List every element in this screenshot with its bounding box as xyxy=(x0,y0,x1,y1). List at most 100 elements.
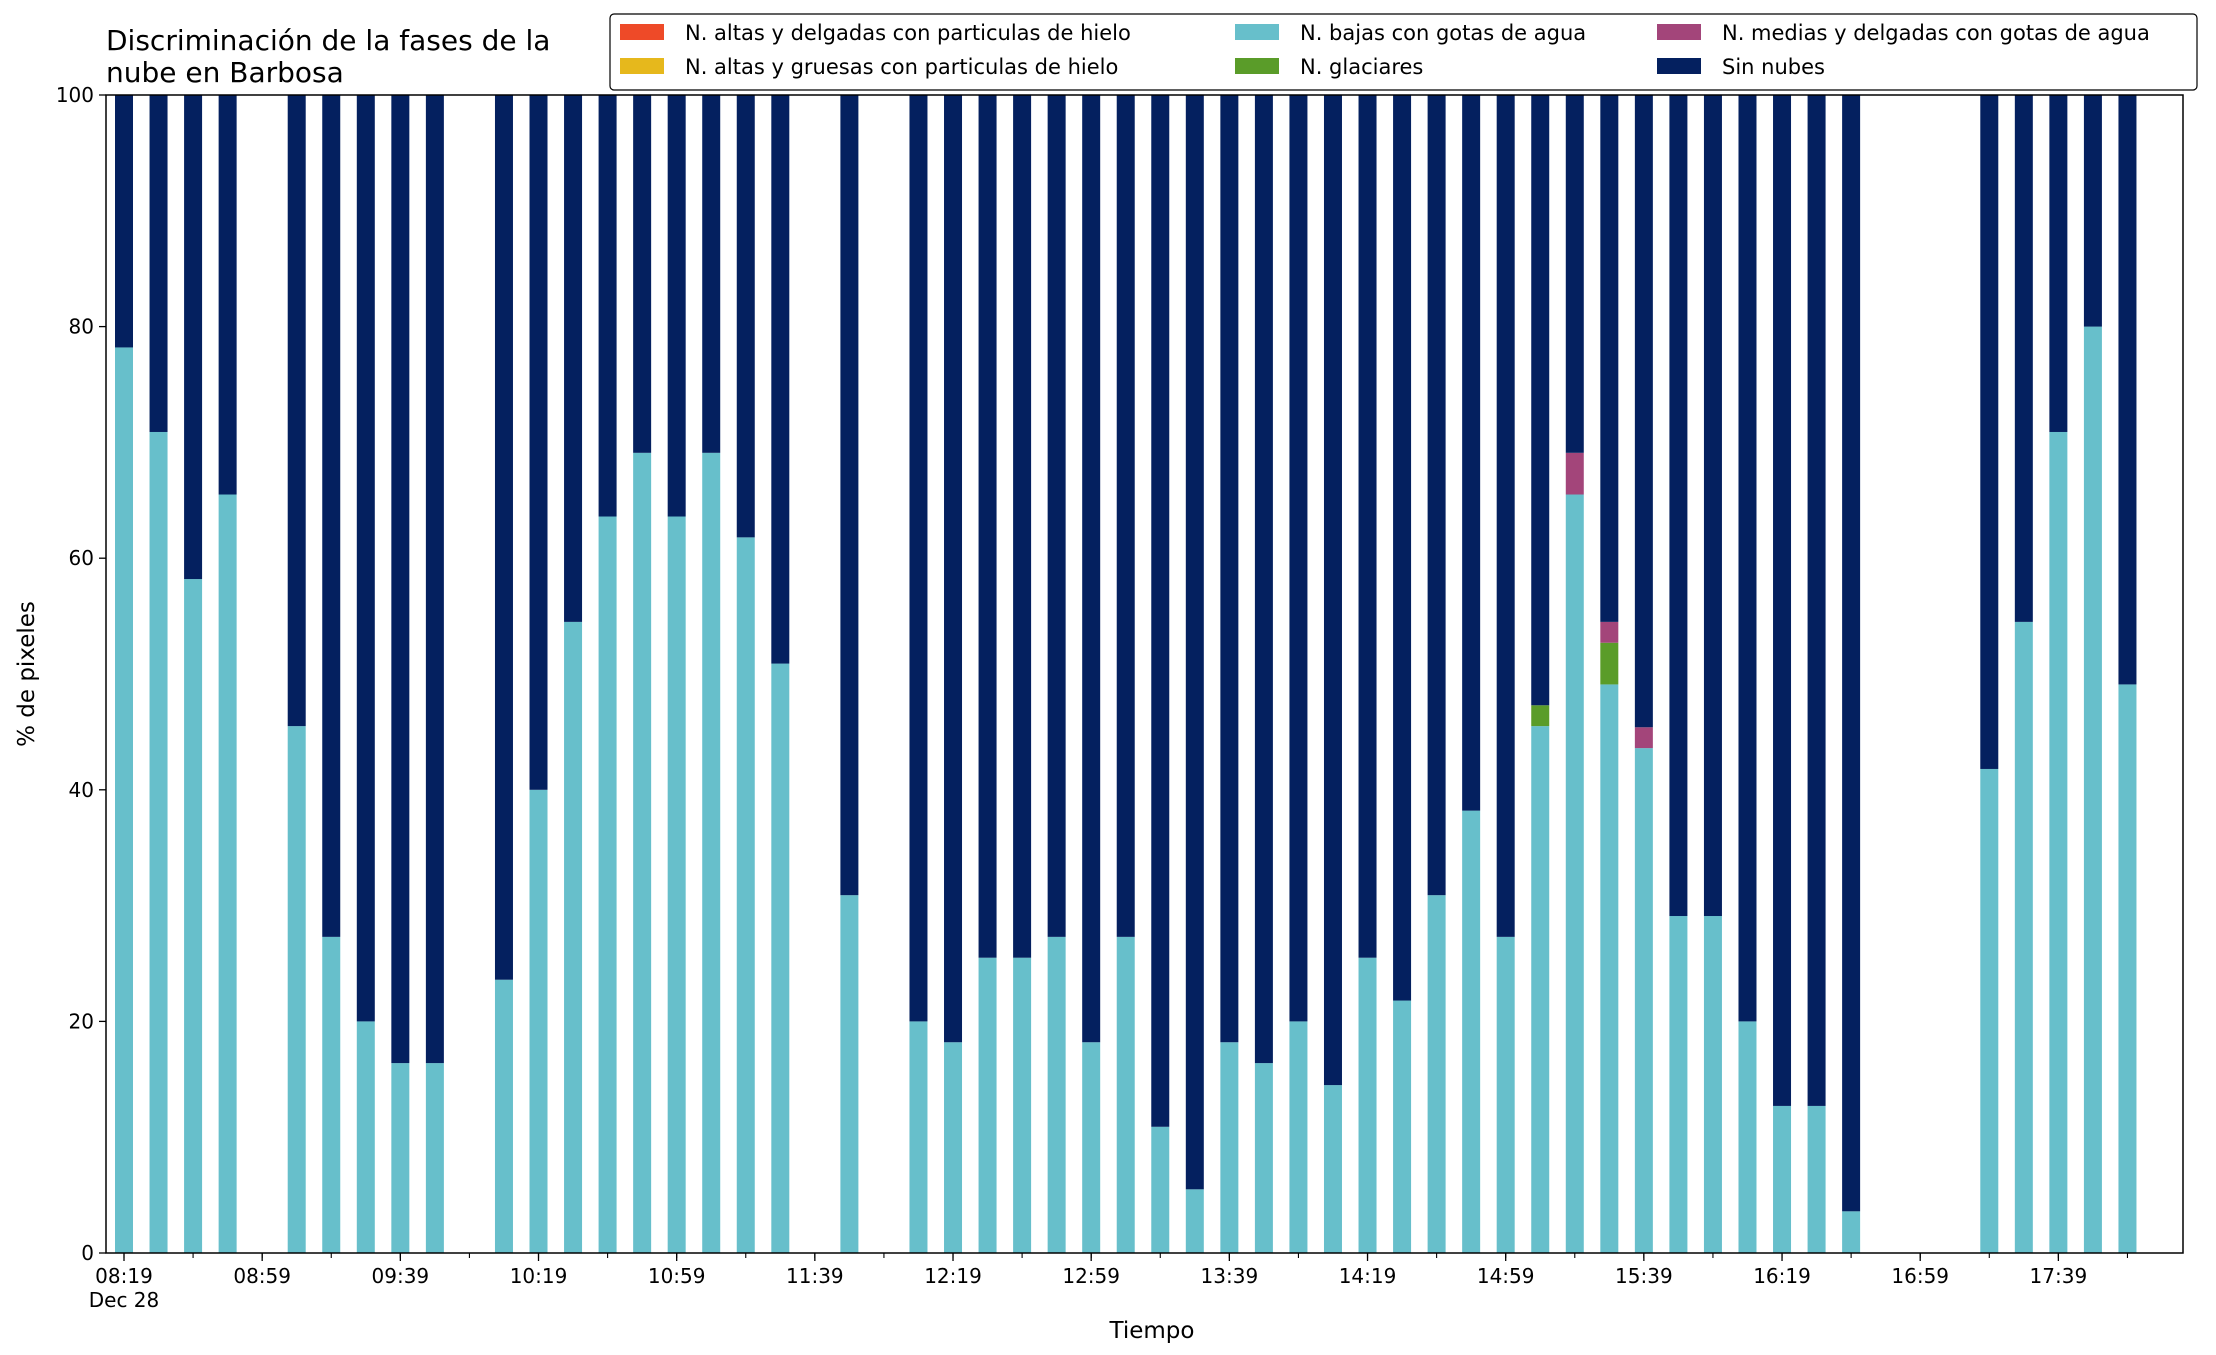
bar-sin-nubes-1449 xyxy=(1462,95,1481,811)
x-tick-date-label: Dec 28 xyxy=(89,1288,160,1312)
bar-bajas-1529 xyxy=(1600,684,1619,1253)
bar-bajas-1749 xyxy=(2083,326,2102,1254)
bar-sin-nubes-1339 xyxy=(1220,95,1239,1043)
y-tick-label: 0 xyxy=(81,1241,94,1265)
bar-bajas-1239 xyxy=(1013,957,1032,1253)
bar-bajas-1459 xyxy=(1496,936,1515,1253)
bar-sin-nubes-1629 xyxy=(1807,95,1826,1106)
plot-frame xyxy=(105,94,2184,1254)
bar-sin-nubes-1759 xyxy=(2118,95,2137,685)
bar-bajas-1449 xyxy=(1462,810,1481,1253)
chart-title-line-1: Discriminación de la fases de la xyxy=(106,24,550,57)
y-axis-label: % de pixeles xyxy=(14,601,40,747)
bar-bajas-0939 xyxy=(391,1063,410,1253)
bar-bajas-0919 xyxy=(322,936,341,1253)
bar-bajas-0819 xyxy=(115,347,133,1253)
x-tick-label: 08:59 xyxy=(233,1264,291,1288)
bar-sin-nubes-1719 xyxy=(1980,95,1999,769)
x-tick-label: 12:19 xyxy=(924,1264,982,1288)
bar-sin-nubes-1349 xyxy=(1254,95,1273,1064)
legend-label: N. altas y gruesas con particulas de hie… xyxy=(685,55,1118,79)
bar-sin-nubes-1439 xyxy=(1427,95,1446,896)
bar-sin-nubes-1219 xyxy=(944,95,963,1043)
bar-bajas-1149 xyxy=(840,895,859,1253)
legend-label: N. glaciares xyxy=(1300,55,1423,79)
bar-sin-nubes-1729 xyxy=(2014,95,2033,622)
legend-swatch xyxy=(1235,58,1279,74)
bar-sin-nubes-1409 xyxy=(1323,95,1342,1086)
y-axis: 0 20 40 60 80 100 xyxy=(56,83,106,1265)
bar-sin-nubes-1549 xyxy=(1669,95,1688,917)
bar-bajas-1519 xyxy=(1565,494,1584,1253)
bar-bajas-1019 xyxy=(529,789,548,1253)
bar-glaciares-1509 xyxy=(1531,705,1550,727)
bar-bajas-0839 xyxy=(184,579,203,1253)
bar-bajas-1619 xyxy=(1773,1105,1792,1253)
bar-bajas-0929 xyxy=(356,1021,375,1253)
bar-sin-nubes-1359 xyxy=(1289,95,1308,1022)
y-tick-label: 100 xyxy=(56,83,94,107)
x-tick-label: 16:19 xyxy=(1753,1264,1811,1288)
bar-bajas-1309 xyxy=(1116,936,1135,1253)
bar-sin-nubes-0919 xyxy=(322,95,341,937)
bar-sin-nubes-1459 xyxy=(1496,95,1515,937)
bar-bajas-0909 xyxy=(287,726,306,1253)
bar-sin-nubes-1609 xyxy=(1738,95,1757,1022)
legend-label: Sin nubes xyxy=(1722,55,1825,79)
legend-label: N. altas y delgadas con particulas de hi… xyxy=(685,21,1131,45)
bar-bajas-1549 xyxy=(1669,916,1688,1253)
bar-bajas-1049 xyxy=(633,452,652,1253)
bar-sin-nubes-1119 xyxy=(736,95,755,538)
x-axis-label: Tiempo xyxy=(1109,1318,1195,1344)
bar-sin-nubes-1249 xyxy=(1047,95,1066,937)
bar-bajas-1439 xyxy=(1427,895,1446,1253)
bar-bajas-1039 xyxy=(598,516,617,1253)
bar-sin-nubes-1329 xyxy=(1185,95,1204,1190)
legend-label: N. bajas con gotas de agua xyxy=(1300,21,1586,45)
bar-medias-1519 xyxy=(1565,452,1584,495)
bar-sin-nubes-1039 xyxy=(598,95,617,517)
x-tick-label: 13:39 xyxy=(1201,1264,1259,1288)
bar-bajas-1219 xyxy=(944,1042,963,1253)
bar-bajas-1739 xyxy=(2049,431,2068,1254)
bar-sin-nubes-1519 xyxy=(1565,95,1584,453)
bar-sin-nubes-1509 xyxy=(1531,95,1550,706)
bar-bajas-1509 xyxy=(1531,726,1550,1253)
bar-sin-nubes-1309 xyxy=(1116,95,1135,937)
bar-sin-nubes-1209 xyxy=(909,95,928,1022)
bar-sin-nubes-1109 xyxy=(702,95,721,453)
bar-bajas-1059 xyxy=(667,516,686,1253)
x-tick-label: 12:59 xyxy=(1062,1264,1120,1288)
bar-sin-nubes-1149 xyxy=(840,95,859,896)
bar-bajas-1429 xyxy=(1393,1000,1412,1253)
bar-sin-nubes-0849 xyxy=(218,95,237,495)
legend-swatch xyxy=(620,24,664,40)
bar-sin-nubes-1639 xyxy=(1842,95,1861,1212)
x-tick-label: 09:39 xyxy=(372,1264,430,1288)
bar-bajas-1639 xyxy=(1842,1211,1861,1253)
bar-bajas-0829 xyxy=(149,431,168,1254)
bar-medias-1529 xyxy=(1600,621,1619,643)
x-tick-label: 14:19 xyxy=(1339,1264,1397,1288)
plot-bars xyxy=(115,95,2137,1254)
legend-swatch xyxy=(1657,24,1701,40)
bar-glaciares-1529 xyxy=(1600,642,1619,685)
bar-bajas-1559 xyxy=(1703,916,1722,1253)
bar-bajas-1119 xyxy=(736,537,755,1253)
bar-sin-nubes-1539 xyxy=(1634,95,1653,728)
bar-sin-nubes-1059 xyxy=(667,95,686,517)
x-tick-label: 16:59 xyxy=(1891,1264,1949,1288)
legend-label: N. medias y delgadas con gotas de agua xyxy=(1722,21,2150,45)
bar-bajas-1629 xyxy=(1807,1105,1826,1253)
bar-bajas-1539 xyxy=(1634,748,1653,1253)
x-tick-label: 08:19 xyxy=(95,1264,153,1288)
bar-sin-nubes-1029 xyxy=(564,95,583,622)
bar-bajas-1109 xyxy=(702,452,721,1253)
bar-sin-nubes-1739 xyxy=(2049,95,2068,432)
x-tick-label: 11:39 xyxy=(786,1264,844,1288)
bar-sin-nubes-1019 xyxy=(529,95,548,790)
x-tick-label: 10:59 xyxy=(648,1264,706,1288)
bar-sin-nubes-0939 xyxy=(391,95,410,1064)
